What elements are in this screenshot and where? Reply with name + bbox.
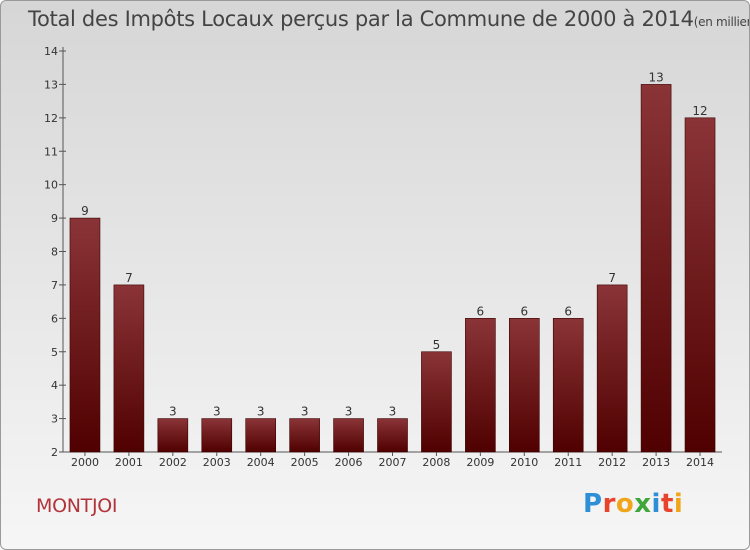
bar-value-label: 13 [648,70,663,84]
x-tick-label: 2006 [335,456,363,469]
x-tick-label: 2012 [598,456,626,469]
bar [333,418,364,453]
logo-letter: o [615,489,635,519]
y-tick-label: 5 [51,346,58,359]
x-tick-label: 2004 [247,456,275,469]
y-tick-label: 7 [51,279,58,292]
logo-letter: x [634,489,652,519]
x-tick-label: 2008 [422,456,450,469]
bar-value-label: 7 [608,271,616,285]
bar [377,418,408,453]
bar-value-label: 3 [169,405,177,419]
bar-value-label: 9 [81,204,89,218]
y-tick-label: 3 [51,413,58,426]
bar [508,318,540,453]
bar [201,418,233,453]
x-tick-label: 2009 [466,456,494,469]
bar-value-label: 6 [520,304,528,318]
bar [596,284,628,453]
bar [640,84,672,453]
x-tick-label: 2002 [159,456,187,469]
chart-title: Total des Impôts Locaux perçus par la Co… [28,7,749,31]
logo-letter: i [651,489,661,519]
x-tick-label: 2005 [291,456,319,469]
y-tick-label: 9 [51,212,58,225]
logo-letter: t [660,489,674,519]
x-tick-label: 2014 [686,456,714,469]
bar-value-label: 5 [433,338,441,352]
y-tick-label: 14 [44,45,58,58]
y-tick-label: 10 [44,179,58,192]
bar-value-label: 6 [477,304,485,318]
bar-value-label: 3 [345,405,353,419]
x-tick-label: 2010 [510,456,538,469]
bar [465,318,496,453]
logo-letter: r [602,489,616,519]
bar-value-label: 3 [213,405,221,419]
y-tick-label: 6 [51,312,58,325]
bar [157,418,189,453]
proxiti-logo: Proxiti [583,489,683,519]
x-tick-label: 2011 [554,456,582,469]
commune-name: MONTJOI [36,495,118,517]
y-tick-label: 2 [51,446,58,459]
y-tick-label: 13 [44,78,58,91]
bar-value-label: 3 [301,405,309,419]
x-tick-label: 2003 [203,456,231,469]
bar-value-label: 3 [389,405,397,419]
bar [421,351,452,453]
bar [684,117,716,453]
y-tick-label: 8 [51,246,58,259]
bar [552,318,584,453]
bar-value-label: 3 [257,405,265,419]
y-tick-label: 11 [44,145,58,158]
y-tick-label: 4 [51,379,58,392]
logo-letter: i [673,489,684,519]
bar [69,217,101,453]
chart-title-text: Total des Impôts Locaux perçus par la Co… [28,7,694,31]
bar-value-label: 6 [564,304,572,318]
y-tick-label: 12 [44,112,58,125]
chart-unit: (en milliers d'€) [693,15,749,29]
bar-value-label: 12 [692,104,707,118]
bar [245,418,276,453]
logo-letter: P [583,489,603,519]
bar-value-label: 7 [125,271,133,285]
x-tick-label: 2000 [71,456,99,469]
x-tick-label: 2007 [379,456,407,469]
bar [289,418,320,453]
x-tick-label: 2001 [115,456,143,469]
x-tick-label: 2013 [642,456,670,469]
bar [113,284,145,453]
